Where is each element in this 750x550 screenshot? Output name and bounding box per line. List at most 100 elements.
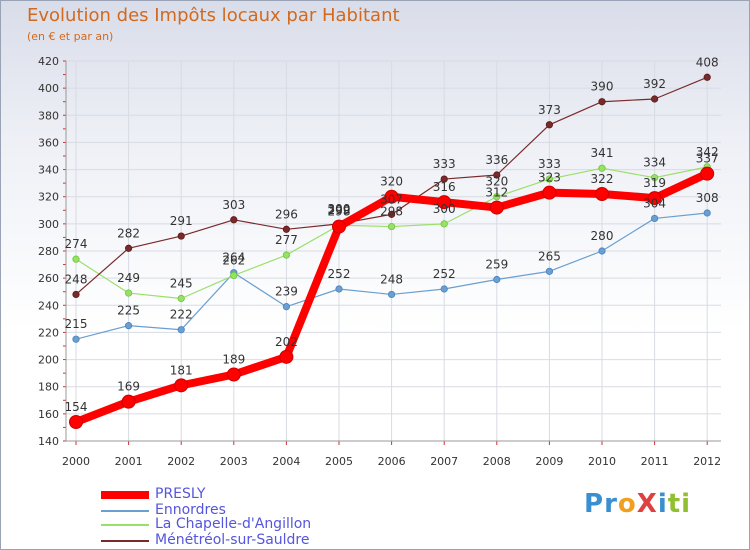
data-point-ennordres-2000 bbox=[72, 335, 80, 343]
chart-subtitle: (en € et par an) bbox=[27, 30, 114, 43]
logo-letter: P bbox=[584, 489, 605, 519]
legend-swatch-presly bbox=[101, 491, 149, 499]
legend-swatch-la-chapelle bbox=[101, 524, 149, 526]
data-point-la-chapelle-d-angillon-2010 bbox=[598, 164, 606, 172]
data-point-ennordres-2009 bbox=[545, 267, 554, 275]
data-point-la-chapelle-d-angillon-2001 bbox=[125, 289, 133, 297]
data-point-la-chapelle-d-angillon-2000 bbox=[72, 255, 80, 263]
x-tick-label-2004: 2004 bbox=[272, 455, 300, 468]
x-tick-label-2010: 2010 bbox=[588, 455, 616, 468]
data-label-ennordres-2001: 225 bbox=[117, 304, 140, 318]
data-point-m-n-tr-ol-sur-sauldre-2008 bbox=[493, 171, 501, 179]
x-tick-label-2012: 2012 bbox=[693, 455, 721, 468]
data-label-presly-2003: 189 bbox=[222, 353, 245, 367]
data-label-presly-2010: 322 bbox=[591, 172, 614, 186]
data-point-ennordres-2006 bbox=[387, 290, 396, 299]
data-label-m-n-tr-ol-sur-sauldre-2004: 296 bbox=[275, 207, 298, 221]
data-label-la-chapelle-d-angillon-2000: 274 bbox=[65, 237, 88, 251]
data-label-m-n-tr-ol-sur-sauldre-2000: 248 bbox=[65, 272, 88, 286]
data-label-m-n-tr-ol-sur-sauldre-2007: 333 bbox=[433, 157, 456, 171]
data-point-ennordres-2005 bbox=[335, 285, 343, 293]
data-label-presly-2004: 202 bbox=[275, 335, 298, 349]
data-label-la-chapelle-d-angillon-2012: 342 bbox=[696, 145, 719, 159]
data-point-la-chapelle-d-angillon-2002 bbox=[177, 294, 185, 303]
data-label-presly-2012: 337 bbox=[696, 152, 719, 166]
data-point-presly-2003 bbox=[226, 367, 241, 382]
y-tick-label-380: 380 bbox=[38, 109, 59, 122]
data-label-ennordres-2003: 264 bbox=[222, 251, 245, 265]
data-label-m-n-tr-ol-sur-sauldre-2005: 300 bbox=[328, 202, 351, 216]
data-label-m-n-tr-ol-sur-sauldre-2001: 282 bbox=[117, 226, 140, 240]
data-label-ennordres-2004: 239 bbox=[275, 285, 298, 299]
data-label-m-n-tr-ol-sur-sauldre-2006: 307 bbox=[380, 192, 403, 206]
data-point-m-n-tr-ol-sur-sauldre-2001 bbox=[125, 244, 133, 252]
y-tick-label-220: 220 bbox=[38, 326, 59, 339]
data-label-la-chapelle-d-angillon-2009: 333 bbox=[538, 157, 561, 171]
logo-letter: i bbox=[681, 489, 692, 519]
data-point-presly-2009 bbox=[542, 185, 557, 200]
data-point-m-n-tr-ol-sur-sauldre-2011 bbox=[650, 95, 659, 103]
data-point-presly-2001 bbox=[121, 394, 136, 409]
proxiti-logo: ProXiti bbox=[584, 489, 691, 519]
y-tick-label-280: 280 bbox=[38, 245, 59, 258]
x-tick-label-2003: 2003 bbox=[220, 455, 248, 468]
data-label-presly-2009: 323 bbox=[538, 171, 561, 185]
data-label-la-chapelle-d-angillon-2007: 300 bbox=[433, 202, 456, 216]
data-label-ennordres-2009: 265 bbox=[538, 249, 561, 263]
data-point-la-chapelle-d-angillon-2003 bbox=[230, 271, 238, 280]
data-label-m-n-tr-ol-sur-sauldre-2012: 408 bbox=[696, 55, 719, 69]
data-label-presly-2001: 169 bbox=[117, 380, 140, 394]
logo-letter: i bbox=[657, 489, 668, 519]
data-point-presly-2004 bbox=[279, 349, 294, 364]
data-point-m-n-tr-ol-sur-sauldre-2012 bbox=[703, 73, 711, 81]
data-label-la-chapelle-d-angillon-2011: 334 bbox=[643, 156, 666, 170]
data-label-m-n-tr-ol-sur-sauldre-2009: 373 bbox=[538, 103, 561, 117]
data-point-m-n-tr-ol-sur-sauldre-2009 bbox=[545, 121, 554, 129]
data-label-ennordres-2000: 215 bbox=[65, 317, 88, 331]
data-label-ennordres-2002: 222 bbox=[170, 308, 193, 322]
data-label-ennordres-2011: 304 bbox=[643, 196, 666, 210]
data-label-la-chapelle-d-angillon-2001: 249 bbox=[117, 271, 140, 285]
data-point-ennordres-2007 bbox=[440, 285, 448, 293]
data-point-m-n-tr-ol-sur-sauldre-2006 bbox=[387, 210, 396, 218]
data-label-ennordres-2010: 280 bbox=[591, 229, 614, 243]
legend-label-presly: PRESLY bbox=[155, 486, 206, 502]
data-point-m-n-tr-ol-sur-sauldre-2010 bbox=[598, 98, 606, 106]
y-tick-label-360: 360 bbox=[38, 136, 59, 149]
data-label-la-chapelle-d-angillon-2003: 262 bbox=[222, 253, 245, 267]
y-tick-label-180: 180 bbox=[38, 381, 59, 394]
y-tick-label-260: 260 bbox=[38, 272, 59, 285]
data-point-presly-2000 bbox=[69, 415, 83, 429]
data-label-m-n-tr-ol-sur-sauldre-2002: 291 bbox=[170, 214, 193, 228]
logo-letter: t bbox=[667, 489, 682, 519]
data-point-m-n-tr-ol-sur-sauldre-2003 bbox=[230, 216, 238, 224]
x-tick-label-2009: 2009 bbox=[535, 455, 563, 468]
y-tick-label-200: 200 bbox=[38, 354, 59, 367]
y-tick-label-240: 240 bbox=[38, 299, 59, 312]
legend-label-menetreol: Ménétréol-sur-Sauldre bbox=[155, 532, 310, 548]
data-point-ennordres-2011 bbox=[650, 214, 659, 223]
data-label-m-n-tr-ol-sur-sauldre-2008: 336 bbox=[485, 153, 508, 167]
data-point-presly-2007 bbox=[437, 195, 452, 210]
data-label-m-n-tr-ol-sur-sauldre-2003: 303 bbox=[222, 198, 245, 212]
data-label-ennordres-2012: 308 bbox=[696, 191, 719, 205]
y-tick-label-160: 160 bbox=[38, 408, 59, 421]
data-point-ennordres-2002 bbox=[177, 326, 185, 334]
data-label-ennordres-2007: 252 bbox=[433, 267, 456, 281]
y-tick-label-400: 400 bbox=[38, 82, 59, 95]
data-label-la-chapelle-d-angillon-2008: 320 bbox=[485, 175, 508, 189]
legend-swatch-menetreol bbox=[101, 540, 149, 542]
data-point-ennordres-2008 bbox=[493, 275, 501, 284]
data-point-m-n-tr-ol-sur-sauldre-2000 bbox=[72, 290, 80, 299]
data-label-presly-2011: 319 bbox=[643, 176, 666, 190]
data-label-ennordres-2006: 248 bbox=[380, 272, 403, 286]
chart-title: Evolution des Impôts locaux par Habitant bbox=[27, 5, 400, 26]
data-label-la-chapelle-d-angillon-2005: 299 bbox=[328, 203, 351, 217]
data-point-la-chapelle-d-angillon-2007 bbox=[440, 220, 448, 228]
data-label-m-n-tr-ol-sur-sauldre-2010: 390 bbox=[591, 80, 614, 94]
x-tick-label-2006: 2006 bbox=[378, 455, 406, 468]
data-point-la-chapelle-d-angillon-2004 bbox=[282, 251, 290, 259]
x-tick-label-2011: 2011 bbox=[641, 455, 669, 468]
data-point-la-chapelle-d-angillon-2006 bbox=[387, 222, 396, 231]
